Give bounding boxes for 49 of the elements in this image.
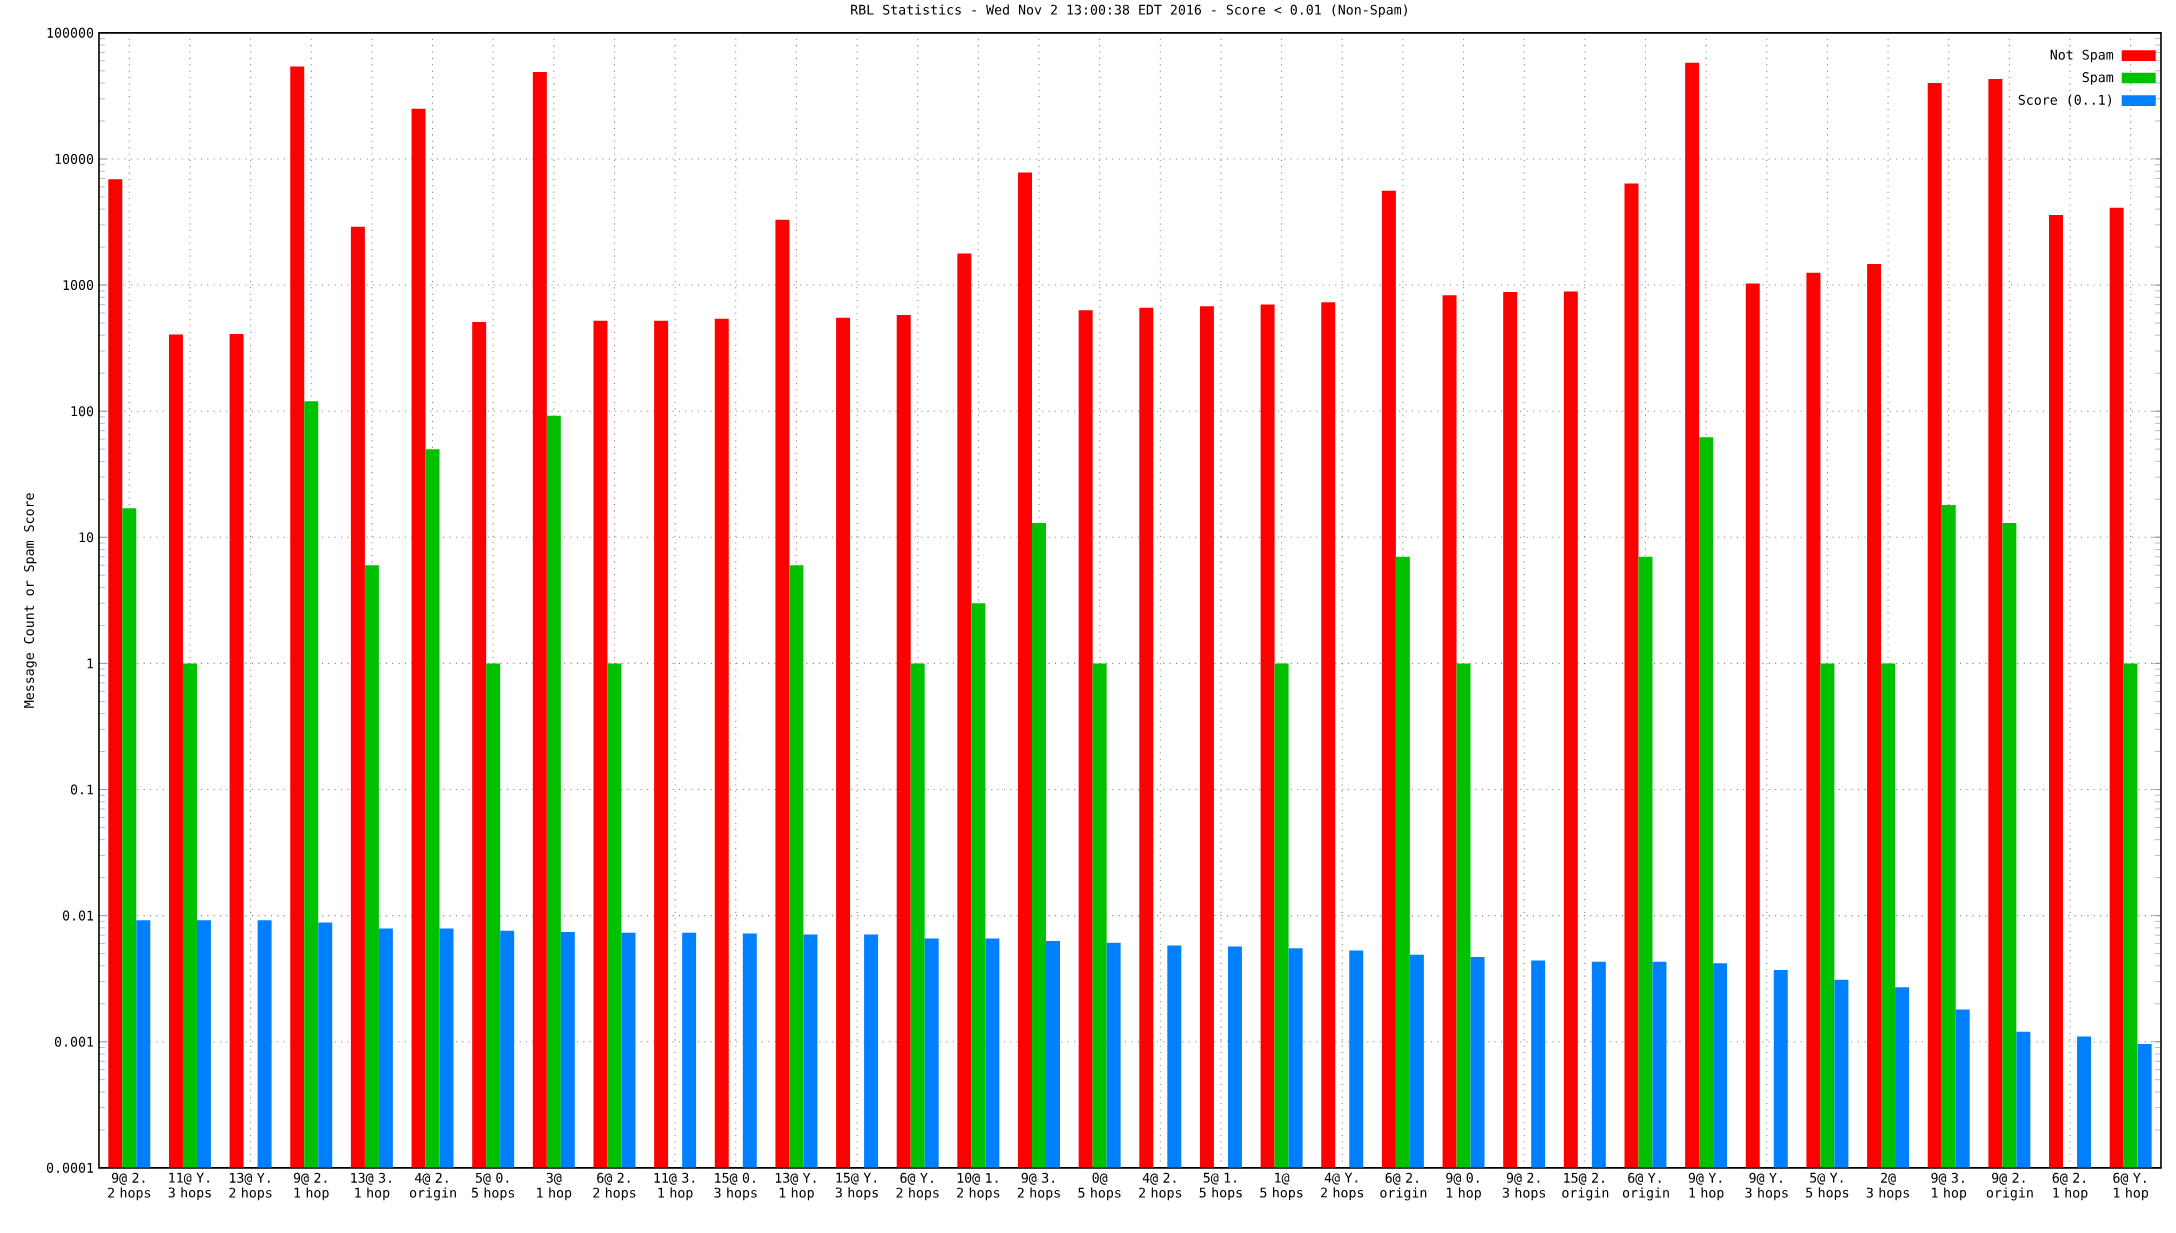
y-tick-label: 10000 [55,154,94,165]
y-tick-label: 0.1 [70,784,94,795]
x-tick-label: 1@ 5 hops [1260,1172,1303,1201]
y-tick-label: 0.001 [54,1036,94,1047]
y-tick-label: 1000 [63,280,94,291]
x-tick-label: 4@ 2. 2 hops [1139,1172,1182,1201]
y-axis-title: Message Count or Spam Score [23,493,37,708]
x-tick-label: 9@ 2. 1 hop [293,1172,329,1201]
x-tick-label: 6@ Y. origin [1622,1172,1669,1201]
x-tick-label: 4@ Y. 2 hops [1321,1172,1364,1201]
x-tick-label: 5@ 0. 5 hops [471,1172,515,1201]
y-tick-label: 0.01 [62,910,94,921]
x-tick-label: 13@ Y. 1 hop [775,1172,816,1201]
x-tick-label: 9@ 3. 2 hops [1017,1172,1060,1201]
x-tick-label: 9@ Y. 1 hop [1688,1172,1724,1201]
x-tick-label: 13@ 3. 1 hop [351,1172,391,1201]
x-tick-label: 13@ Y. 2 hops [229,1172,272,1201]
x-tick-label: 2@ 3 hops [1866,1172,1909,1201]
legend-label: Score (0..1) [2018,94,2111,107]
y-tick-label: 0.0001 [46,1162,94,1173]
chart-title: RBL Statistics - Wed Nov 2 13:00:38 EDT 2016 - Score < 0.01 (Non-Spam) [851,4,1407,18]
y-tick-label: 100000 [47,27,94,38]
x-tick-label: 15@ 0. 3 hops [714,1172,757,1201]
x-tick-label: 9@ 2. origin [1986,1172,2033,1201]
x-tick-label: 5@ Y. 5 hops [1806,1172,1849,1201]
x-tick-label: 6@ 2. 1 hop [2052,1172,2088,1201]
legend-label: Spam [2082,72,2114,85]
x-tick-label: 6@ Y. 1 hop [2113,1172,2149,1201]
x-tick-label: 15@ 2. origin [1562,1172,1609,1201]
y-tick-label: 10 [79,532,94,543]
x-tick-label: 6@ 2. 2 hops [593,1172,636,1201]
x-tick-label: 9@ 2. 3 hops [1502,1172,1546,1201]
x-tick-label: 9@ Y. 3 hops [1745,1172,1788,1201]
x-tick-label: 11@ Y. 3 hops [168,1172,211,1201]
x-tick-label: 6@ 2. origin [1380,1172,1427,1201]
y-tick-label: 100 [71,406,94,417]
legend-label: Not Spam [2050,49,2114,63]
x-tick-label: 9@ 3. 1 hop [1931,1172,1967,1201]
x-tick-label: 11@ 3. 1 hop [654,1172,695,1201]
x-tick-label: 4@ 2. origin [409,1172,456,1201]
x-tick-label: 6@ Y. 2 hops [896,1172,939,1201]
x-tick-label: 9@ 0. 1 hop [1446,1172,1481,1201]
x-tick-label: 0@ 5 hops [1078,1172,1121,1201]
x-tick-label: 15@ Y. 3 hops [835,1172,878,1201]
x-tick-label: 9@ 2. 2 hops [108,1172,151,1201]
y-tick-label: 1 [87,658,94,669]
x-tick-label: 10@ 1. 2 hops [957,1172,1000,1201]
x-tick-label: 3@ 1 hop [537,1172,572,1201]
x-tick-label: 5@ 1. 5 hops [1199,1172,1242,1201]
